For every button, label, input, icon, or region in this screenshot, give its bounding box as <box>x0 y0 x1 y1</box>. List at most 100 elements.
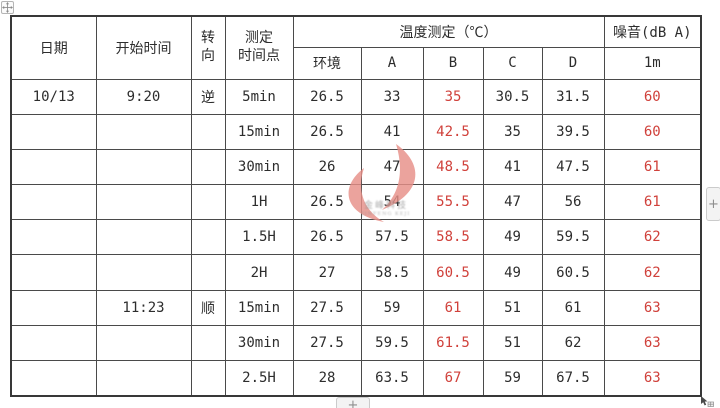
table-cell[interactable]: 62 <box>541 324 605 362</box>
table-cell[interactable] <box>10 148 97 186</box>
table-cell[interactable]: 63 <box>603 324 702 362</box>
table-cell[interactable]: 26.5 <box>292 184 362 221</box>
table-cell[interactable]: 26.5 <box>292 219 362 256</box>
table-cell[interactable] <box>190 148 226 186</box>
table-cell[interactable] <box>190 113 226 150</box>
table-cell[interactable]: 60 <box>603 78 702 115</box>
table-cell[interactable] <box>95 324 192 362</box>
table-cell[interactable]: 30min <box>224 324 294 362</box>
add-row-button[interactable]: + <box>336 397 370 408</box>
table-cell[interactable]: 58.5 <box>360 254 424 291</box>
table-cell[interactable] <box>190 254 226 291</box>
table-cell[interactable]: 41 <box>360 113 424 150</box>
table-cell[interactable]: 48.5 <box>422 148 484 186</box>
table-cell[interactable] <box>95 184 192 221</box>
table-cell[interactable]: 60.5 <box>541 254 605 291</box>
table-cell[interactable]: 10/13 <box>10 78 97 115</box>
table-cell[interactable] <box>10 113 97 150</box>
table-cell[interactable] <box>10 324 97 362</box>
table-cell[interactable]: 39.5 <box>541 113 605 150</box>
table-cell[interactable]: 1.5H <box>224 219 294 256</box>
table-cell[interactable]: 67 <box>422 359 484 397</box>
table-cell[interactable] <box>190 359 226 397</box>
header-noise-1m[interactable]: 1m <box>603 46 702 80</box>
table-cell[interactable] <box>190 219 226 256</box>
table-cell[interactable]: 59.5 <box>360 324 424 362</box>
table-cell[interactable]: 51 <box>482 289 543 326</box>
table-cell[interactable]: 35 <box>482 113 543 150</box>
table-cell[interactable]: 61 <box>603 184 702 221</box>
table-cell[interactable]: 49 <box>482 219 543 256</box>
table-cell[interactable] <box>10 184 97 221</box>
header-start-time[interactable]: 开始时间 <box>95 15 192 80</box>
header-time-point[interactable]: 测定 时间点 <box>224 15 294 80</box>
table-cell[interactable] <box>95 219 192 256</box>
table-cell[interactable]: 1H <box>224 184 294 221</box>
table-cell[interactable]: 59 <box>482 359 543 397</box>
header-direction[interactable]: 转 向 <box>190 15 226 80</box>
table-cell[interactable]: 27.5 <box>292 324 362 362</box>
table-cell[interactable]: 57.5 <box>360 219 424 256</box>
table-cell[interactable]: 58.5 <box>422 219 484 256</box>
table-cell[interactable]: 61 <box>541 289 605 326</box>
table-cell[interactable] <box>95 148 192 186</box>
table-cell[interactable]: 9:20 <box>95 78 192 115</box>
table-cell[interactable] <box>10 219 97 256</box>
header-col-b[interactable]: B <box>422 46 484 80</box>
table-cell[interactable] <box>95 254 192 291</box>
table-cell[interactable]: 60.5 <box>422 254 484 291</box>
table-cell[interactable]: 26.5 <box>292 78 362 115</box>
table-cell[interactable]: 35 <box>422 78 484 115</box>
table-cell[interactable] <box>10 254 97 291</box>
table-cell[interactable]: 61 <box>422 289 484 326</box>
table-cell[interactable]: 59.5 <box>541 219 605 256</box>
table-cell[interactable]: 55.5 <box>422 184 484 221</box>
table-cell[interactable]: 62 <box>603 254 702 291</box>
table-cell[interactable] <box>10 289 97 326</box>
table-cell[interactable]: 42.5 <box>422 113 484 150</box>
header-date[interactable]: 日期 <box>10 15 97 80</box>
table-cell[interactable]: 27.5 <box>292 289 362 326</box>
table-cell[interactable] <box>190 324 226 362</box>
table-cell[interactable]: 47 <box>360 148 424 186</box>
header-col-c[interactable]: C <box>482 46 543 80</box>
table-cell[interactable]: 62 <box>603 219 702 256</box>
table-cell[interactable]: 31.5 <box>541 78 605 115</box>
table-cell[interactable] <box>190 184 226 221</box>
header-col-d[interactable]: D <box>541 46 605 80</box>
table-cell[interactable]: 56 <box>541 184 605 221</box>
table-move-handle[interactable] <box>1 1 14 14</box>
table-cell[interactable]: 33 <box>360 78 424 115</box>
table-cell[interactable]: 26.5 <box>292 113 362 150</box>
table-cell[interactable]: 逆 <box>190 78 226 115</box>
table-cell[interactable]: 41 <box>482 148 543 186</box>
table-cell[interactable]: 28 <box>292 359 362 397</box>
header-col-a[interactable]: A <box>360 46 424 80</box>
table-cell[interactable]: 2H <box>224 254 294 291</box>
table-cell[interactable]: 27 <box>292 254 362 291</box>
table-cell[interactable]: 30min <box>224 148 294 186</box>
header-env[interactable]: 环境 <box>292 46 362 80</box>
table-cell[interactable]: 15min <box>224 289 294 326</box>
table-cell[interactable]: 2.5H <box>224 359 294 397</box>
table-cell[interactable]: 59 <box>360 289 424 326</box>
table-cell[interactable]: 15min <box>224 113 294 150</box>
table-cell[interactable]: 47 <box>482 184 543 221</box>
table-cell[interactable]: 11:23 <box>95 289 192 326</box>
table-cell[interactable]: 49 <box>482 254 543 291</box>
table-cell[interactable]: 51 <box>482 324 543 362</box>
header-temp-group[interactable]: 温度测定（℃） <box>292 15 605 48</box>
table-cell[interactable]: 61.5 <box>422 324 484 362</box>
table-cell[interactable]: 60 <box>603 113 702 150</box>
header-noise-group[interactable]: 噪音(dB A) <box>603 15 702 48</box>
table-cell[interactable]: 54 <box>360 184 424 221</box>
table-cell[interactable]: 47.5 <box>541 148 605 186</box>
table-cell[interactable] <box>95 113 192 150</box>
table-cell[interactable] <box>95 359 192 397</box>
table-cell[interactable]: 67.5 <box>541 359 605 397</box>
add-column-button[interactable]: + <box>706 187 720 221</box>
table-cell[interactable]: 顺 <box>190 289 226 326</box>
table-cell[interactable]: 30.5 <box>482 78 543 115</box>
table-cell[interactable]: 26 <box>292 148 362 186</box>
table-cell[interactable]: 63.5 <box>360 359 424 397</box>
